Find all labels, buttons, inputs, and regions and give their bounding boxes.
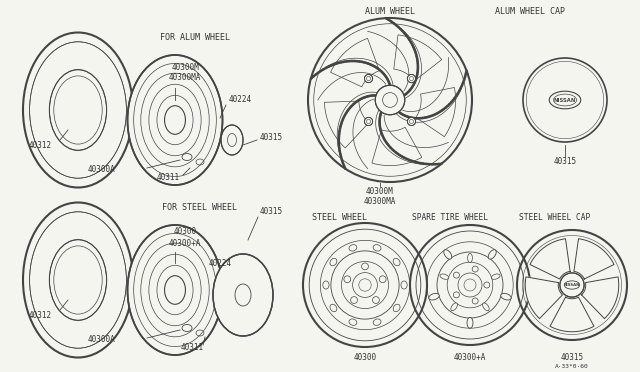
- Text: ALUM WHEEL CAP: ALUM WHEEL CAP: [495, 7, 565, 16]
- Text: NISSAN: NISSAN: [564, 283, 580, 287]
- Text: 40315: 40315: [561, 353, 584, 362]
- Text: 40311: 40311: [156, 173, 180, 182]
- Polygon shape: [582, 277, 619, 319]
- Text: SPARE TIRE WHEEL: SPARE TIRE WHEEL: [412, 212, 488, 221]
- Polygon shape: [550, 297, 594, 332]
- Text: 40224: 40224: [229, 96, 252, 105]
- Ellipse shape: [467, 317, 473, 328]
- Polygon shape: [530, 239, 570, 279]
- Polygon shape: [416, 87, 456, 137]
- Ellipse shape: [29, 212, 127, 348]
- Text: 40224: 40224: [209, 259, 232, 267]
- Ellipse shape: [29, 42, 127, 178]
- Circle shape: [380, 276, 386, 283]
- Circle shape: [472, 266, 478, 272]
- Polygon shape: [394, 35, 442, 81]
- Text: 40300: 40300: [353, 353, 376, 362]
- Polygon shape: [330, 38, 380, 87]
- Text: 40300A: 40300A: [88, 336, 116, 344]
- Ellipse shape: [444, 250, 452, 259]
- Ellipse shape: [49, 70, 107, 150]
- Circle shape: [560, 273, 584, 297]
- Circle shape: [375, 85, 404, 115]
- Circle shape: [453, 292, 460, 298]
- Ellipse shape: [349, 245, 357, 251]
- Ellipse shape: [440, 274, 449, 279]
- Circle shape: [362, 263, 369, 270]
- Text: 40300+A: 40300+A: [169, 238, 201, 247]
- Ellipse shape: [468, 253, 472, 263]
- Text: 40300A: 40300A: [88, 166, 116, 174]
- Ellipse shape: [401, 281, 407, 289]
- Ellipse shape: [488, 250, 496, 259]
- Circle shape: [364, 117, 372, 126]
- Ellipse shape: [221, 125, 243, 155]
- Ellipse shape: [483, 303, 489, 311]
- Ellipse shape: [451, 303, 458, 311]
- Ellipse shape: [330, 258, 337, 266]
- Ellipse shape: [349, 319, 357, 326]
- Text: 40300+A: 40300+A: [454, 353, 486, 362]
- Text: 40300M: 40300M: [171, 62, 199, 71]
- Ellipse shape: [213, 254, 273, 336]
- Circle shape: [407, 117, 415, 126]
- Polygon shape: [574, 239, 614, 279]
- Text: A·33*0·60: A·33*0·60: [555, 365, 589, 369]
- Circle shape: [472, 298, 478, 304]
- Circle shape: [372, 296, 380, 304]
- Text: 40315: 40315: [260, 132, 283, 141]
- Ellipse shape: [492, 274, 500, 279]
- Ellipse shape: [330, 304, 337, 312]
- Text: 40300: 40300: [173, 228, 196, 237]
- Ellipse shape: [373, 245, 381, 251]
- Text: 40311: 40311: [180, 343, 204, 353]
- Text: 40300MA: 40300MA: [169, 74, 201, 83]
- Polygon shape: [372, 127, 422, 166]
- Text: 40315: 40315: [260, 208, 283, 217]
- Ellipse shape: [429, 294, 439, 300]
- Text: FOR STEEL WHEEL: FOR STEEL WHEEL: [163, 202, 237, 212]
- Text: STEEL WHEEL: STEEL WHEEL: [312, 212, 367, 221]
- Ellipse shape: [49, 240, 107, 320]
- Circle shape: [351, 296, 358, 304]
- Ellipse shape: [127, 55, 223, 185]
- Polygon shape: [324, 101, 369, 148]
- Text: 40312: 40312: [28, 311, 52, 320]
- Ellipse shape: [500, 294, 511, 300]
- Ellipse shape: [323, 281, 329, 289]
- Text: FOR ALUM WHEEL: FOR ALUM WHEEL: [160, 33, 230, 42]
- Circle shape: [407, 74, 415, 83]
- Circle shape: [484, 282, 490, 288]
- Ellipse shape: [393, 304, 400, 312]
- Polygon shape: [525, 277, 563, 319]
- Circle shape: [453, 272, 460, 278]
- Ellipse shape: [373, 319, 381, 326]
- Text: 40315: 40315: [554, 157, 577, 167]
- Ellipse shape: [393, 258, 400, 266]
- Ellipse shape: [127, 225, 223, 355]
- Text: ALUM WHEEL: ALUM WHEEL: [365, 7, 415, 16]
- Text: 40300MA: 40300MA: [364, 198, 396, 206]
- Text: 40312: 40312: [28, 141, 52, 150]
- Circle shape: [364, 74, 372, 83]
- Text: NISSAN: NISSAN: [554, 97, 576, 103]
- Circle shape: [344, 276, 351, 283]
- Text: 40300M: 40300M: [366, 187, 394, 196]
- Text: STEEL WHEEL CAP: STEEL WHEEL CAP: [520, 212, 591, 221]
